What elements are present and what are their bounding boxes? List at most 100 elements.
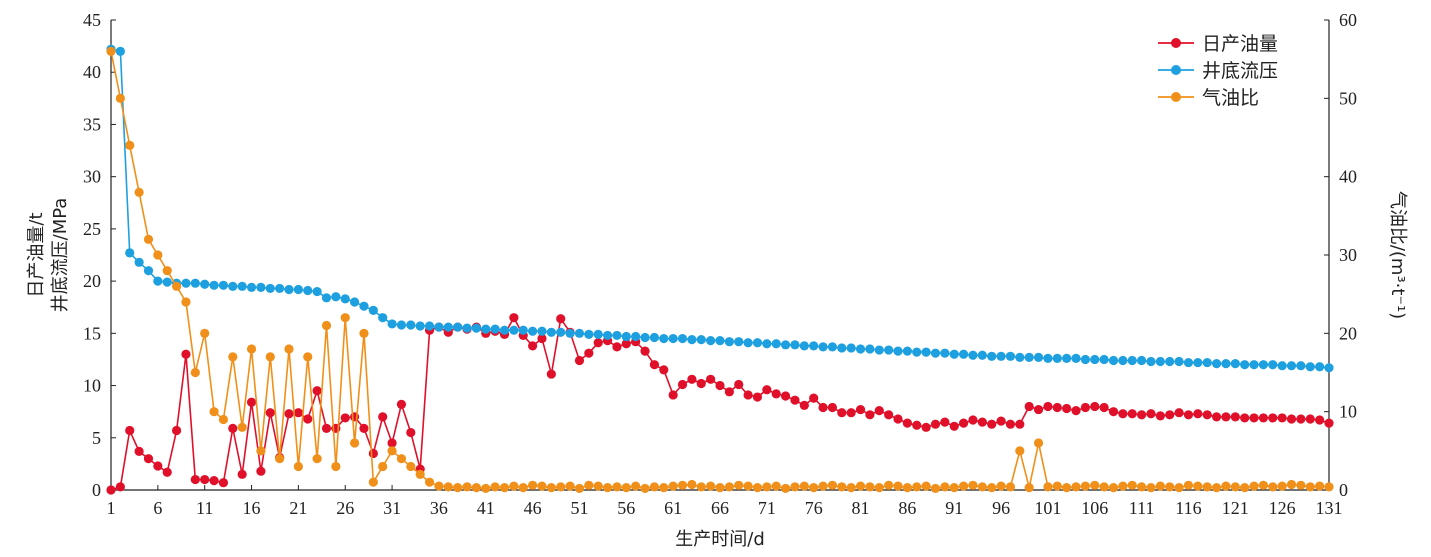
data-point [621, 339, 631, 349]
data-point [1183, 480, 1194, 490]
data-point [1277, 481, 1287, 491]
x-tick-label: 56 [617, 498, 635, 518]
data-point [331, 461, 341, 472]
data-point [228, 423, 238, 433]
data-point [809, 393, 819, 403]
data-point [1155, 481, 1165, 491]
data-point [434, 322, 444, 332]
data-point [1090, 480, 1100, 490]
data-point [1221, 481, 1231, 491]
data-point [1043, 482, 1053, 492]
data-point [406, 461, 416, 472]
data-point [162, 277, 172, 287]
data-point [706, 374, 716, 384]
data-point [818, 342, 828, 352]
data-point [612, 482, 622, 492]
data-point [752, 392, 763, 402]
data-point [143, 234, 154, 244]
data-point [771, 389, 781, 399]
data-point [677, 333, 688, 344]
data-point [143, 454, 154, 464]
x-tick-label: 76 [805, 498, 823, 518]
data-point [1174, 408, 1184, 418]
data-point [706, 336, 716, 346]
data-point [171, 425, 182, 436]
data-point [1240, 360, 1250, 370]
y-left-tick-label: 20 [83, 271, 101, 291]
legend-label: 气油比 [1202, 87, 1259, 109]
y-axis-left-label-2: 井底流压/MPa [50, 198, 71, 313]
data-point [1230, 482, 1240, 492]
data-point [799, 400, 809, 410]
legend-label: 日产油量 [1202, 33, 1278, 55]
data-point [809, 483, 819, 493]
data-point [171, 281, 182, 291]
data-point [1127, 355, 1137, 366]
data-point [827, 402, 838, 413]
data-point [125, 425, 135, 436]
data-point [602, 483, 613, 493]
data-point [415, 469, 425, 479]
data-point [1249, 360, 1259, 370]
data-point [481, 483, 491, 494]
data-point [218, 280, 229, 290]
data-point [968, 480, 978, 490]
data-point [499, 325, 510, 335]
data-point [1211, 412, 1222, 422]
data-point [846, 483, 856, 493]
data-point [565, 328, 575, 338]
data-point [1033, 404, 1044, 415]
x-tick-label: 46 [524, 498, 542, 518]
data-point [1324, 482, 1334, 492]
data-point [762, 339, 772, 349]
data-point [153, 461, 163, 471]
data-point [556, 482, 566, 492]
data-point [790, 395, 800, 405]
series-line [110, 51, 1330, 490]
data-point [265, 352, 275, 362]
data-point [453, 322, 463, 332]
data-point [1146, 483, 1156, 493]
data-point [1249, 413, 1259, 423]
data-point [771, 481, 781, 491]
data-point [593, 481, 603, 491]
data-point [902, 346, 912, 356]
data-point [125, 248, 135, 258]
data-point [181, 297, 191, 307]
data-point [537, 326, 547, 336]
data-point [940, 417, 950, 427]
data-point [1015, 352, 1025, 362]
data-point [621, 331, 631, 342]
data-point [1071, 353, 1081, 363]
data-point [780, 391, 791, 401]
data-point [762, 385, 772, 395]
data-point [1118, 409, 1128, 419]
data-point [1062, 483, 1072, 493]
data-point [912, 482, 922, 492]
data-point [612, 342, 622, 352]
data-point [462, 482, 472, 492]
data-point [1193, 409, 1203, 419]
data-point [1174, 483, 1184, 493]
data-point [1099, 354, 1109, 365]
x-tick-label: 91 [945, 498, 963, 518]
data-point [1005, 482, 1016, 492]
data-point [855, 481, 866, 491]
data-point [1137, 482, 1147, 492]
data-point [715, 380, 725, 391]
data-point [649, 332, 660, 343]
data-point [246, 344, 257, 354]
data-point [921, 422, 931, 432]
data-point [1043, 353, 1053, 363]
data-point [602, 330, 613, 341]
data-point [256, 446, 266, 456]
y-left-tick-label: 30 [83, 167, 101, 187]
data-point [968, 350, 978, 360]
data-point [584, 480, 594, 490]
data-point [321, 293, 332, 303]
data-point [584, 329, 594, 339]
data-point [509, 325, 519, 335]
data-point [387, 438, 397, 448]
data-point [696, 482, 706, 492]
data-point [734, 337, 744, 347]
